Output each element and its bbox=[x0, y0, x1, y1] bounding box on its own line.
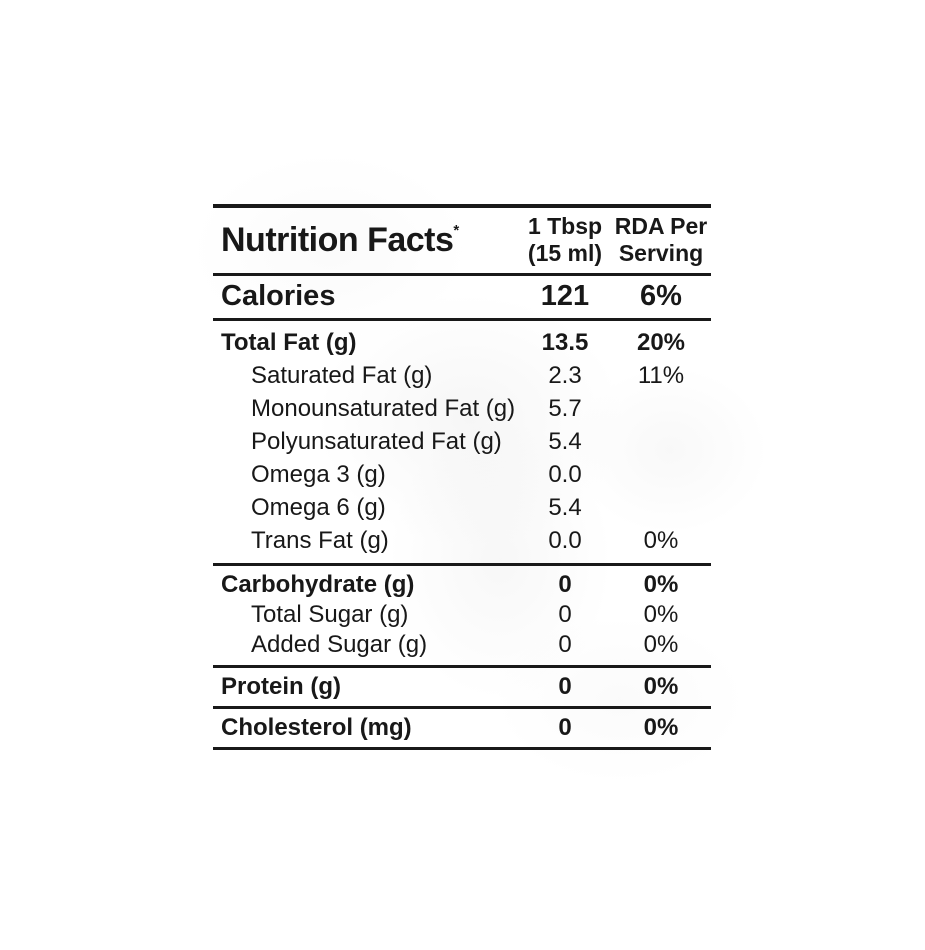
row-saturated-fat: Saturated Fat (g) 2.3 11% bbox=[213, 359, 711, 392]
column-header-serving-line2: (15 ml) bbox=[527, 240, 603, 266]
row-calories: Calories 121 6% bbox=[213, 279, 711, 314]
nutrition-facts-label: Nutrition Facts* 1 Tbsp (15 ml) RDA Per … bbox=[213, 204, 711, 750]
column-header-serving-line1: 1 Tbsp bbox=[527, 213, 603, 239]
row-rda: 0% bbox=[643, 601, 679, 628]
row-value: 0.0 bbox=[548, 527, 582, 554]
row-rda: 0% bbox=[643, 631, 679, 658]
row-label: Cholesterol (mg) bbox=[221, 714, 412, 741]
row-omega-3: Omega 3 (g) 0.0 bbox=[213, 458, 711, 491]
column-header-rda-line1: RDA Per bbox=[614, 213, 708, 239]
row-monounsaturated-fat: Monounsaturated Fat (g) 5.7 bbox=[213, 392, 711, 425]
row-rda: 0% bbox=[643, 714, 679, 741]
footnote-asterisk: * bbox=[453, 221, 459, 239]
row-value: 0 bbox=[558, 601, 572, 628]
row-rda: 20% bbox=[636, 329, 686, 356]
row-label: Trans Fat (g) bbox=[251, 527, 389, 554]
row-label: Polyunsaturated Fat (g) bbox=[251, 428, 502, 455]
row-added-sugar: Added Sugar (g) 0 0% bbox=[213, 630, 711, 660]
calories-section: Calories 121 6% bbox=[213, 276, 711, 321]
label-title-text: Nutrition Facts bbox=[221, 220, 454, 259]
row-value: 0.0 bbox=[548, 461, 582, 488]
carbohydrate-section: Carbohydrate (g) 0 0% Total Sugar (g) 0 … bbox=[213, 566, 711, 668]
row-value: 13.5 bbox=[541, 329, 589, 356]
row-rda: 0% bbox=[643, 571, 679, 598]
row-value: 0 bbox=[558, 571, 572, 598]
cholesterol-section: Cholesterol (mg) 0 0% bbox=[213, 709, 711, 750]
row-omega-6: Omega 6 (g) 5.4 bbox=[213, 491, 711, 524]
fat-section: Total Fat (g) 13.5 20% Saturated Fat (g)… bbox=[213, 321, 711, 566]
row-value: 2.3 bbox=[548, 362, 582, 389]
row-label: Omega 6 (g) bbox=[251, 494, 386, 521]
row-cholesterol: Cholesterol (mg) 0 0% bbox=[213, 712, 711, 743]
row-polyunsaturated-fat: Polyunsaturated Fat (g) 5.4 bbox=[213, 425, 711, 458]
label-header: Nutrition Facts* 1 Tbsp (15 ml) RDA Per … bbox=[213, 208, 711, 276]
row-rda: 0% bbox=[643, 673, 679, 700]
row-label: Added Sugar (g) bbox=[251, 631, 428, 658]
row-label: Calories bbox=[221, 280, 336, 312]
row-rda: 0% bbox=[643, 527, 679, 554]
row-label: Saturated Fat (g) bbox=[251, 362, 433, 389]
row-trans-fat: Trans Fat (g) 0.0 0% bbox=[213, 524, 711, 557]
row-value: 5.4 bbox=[548, 494, 582, 521]
row-value: 5.4 bbox=[548, 428, 582, 455]
column-header-rda: RDA Per Serving bbox=[611, 213, 711, 267]
row-value: 0 bbox=[558, 631, 572, 658]
row-value: 121 bbox=[540, 280, 590, 312]
row-label: Monounsaturated Fat (g) bbox=[251, 395, 516, 422]
protein-section: Protein (g) 0 0% bbox=[213, 668, 711, 709]
row-total-sugar: Total Sugar (g) 0 0% bbox=[213, 600, 711, 630]
column-header-rda-line2: Serving bbox=[618, 240, 704, 266]
row-rda: 6% bbox=[640, 280, 682, 312]
row-rda: 11% bbox=[637, 362, 685, 389]
row-label: Carbohydrate (g) bbox=[221, 571, 415, 598]
row-protein: Protein (g) 0 0% bbox=[213, 671, 711, 702]
row-value: 0 bbox=[558, 673, 572, 700]
column-header-serving: 1 Tbsp (15 ml) bbox=[519, 213, 611, 267]
row-label: Protein (g) bbox=[221, 673, 341, 700]
row-carbohydrate: Carbohydrate (g) 0 0% bbox=[213, 570, 711, 600]
row-value: 5.7 bbox=[548, 395, 582, 422]
row-label: Total Fat (g) bbox=[221, 329, 357, 356]
row-total-fat: Total Fat (g) 13.5 20% bbox=[213, 326, 711, 359]
row-label: Total Sugar (g) bbox=[251, 601, 409, 628]
label-title: Nutrition Facts* bbox=[213, 221, 519, 260]
row-label: Omega 3 (g) bbox=[251, 461, 386, 488]
row-value: 0 bbox=[558, 714, 572, 741]
